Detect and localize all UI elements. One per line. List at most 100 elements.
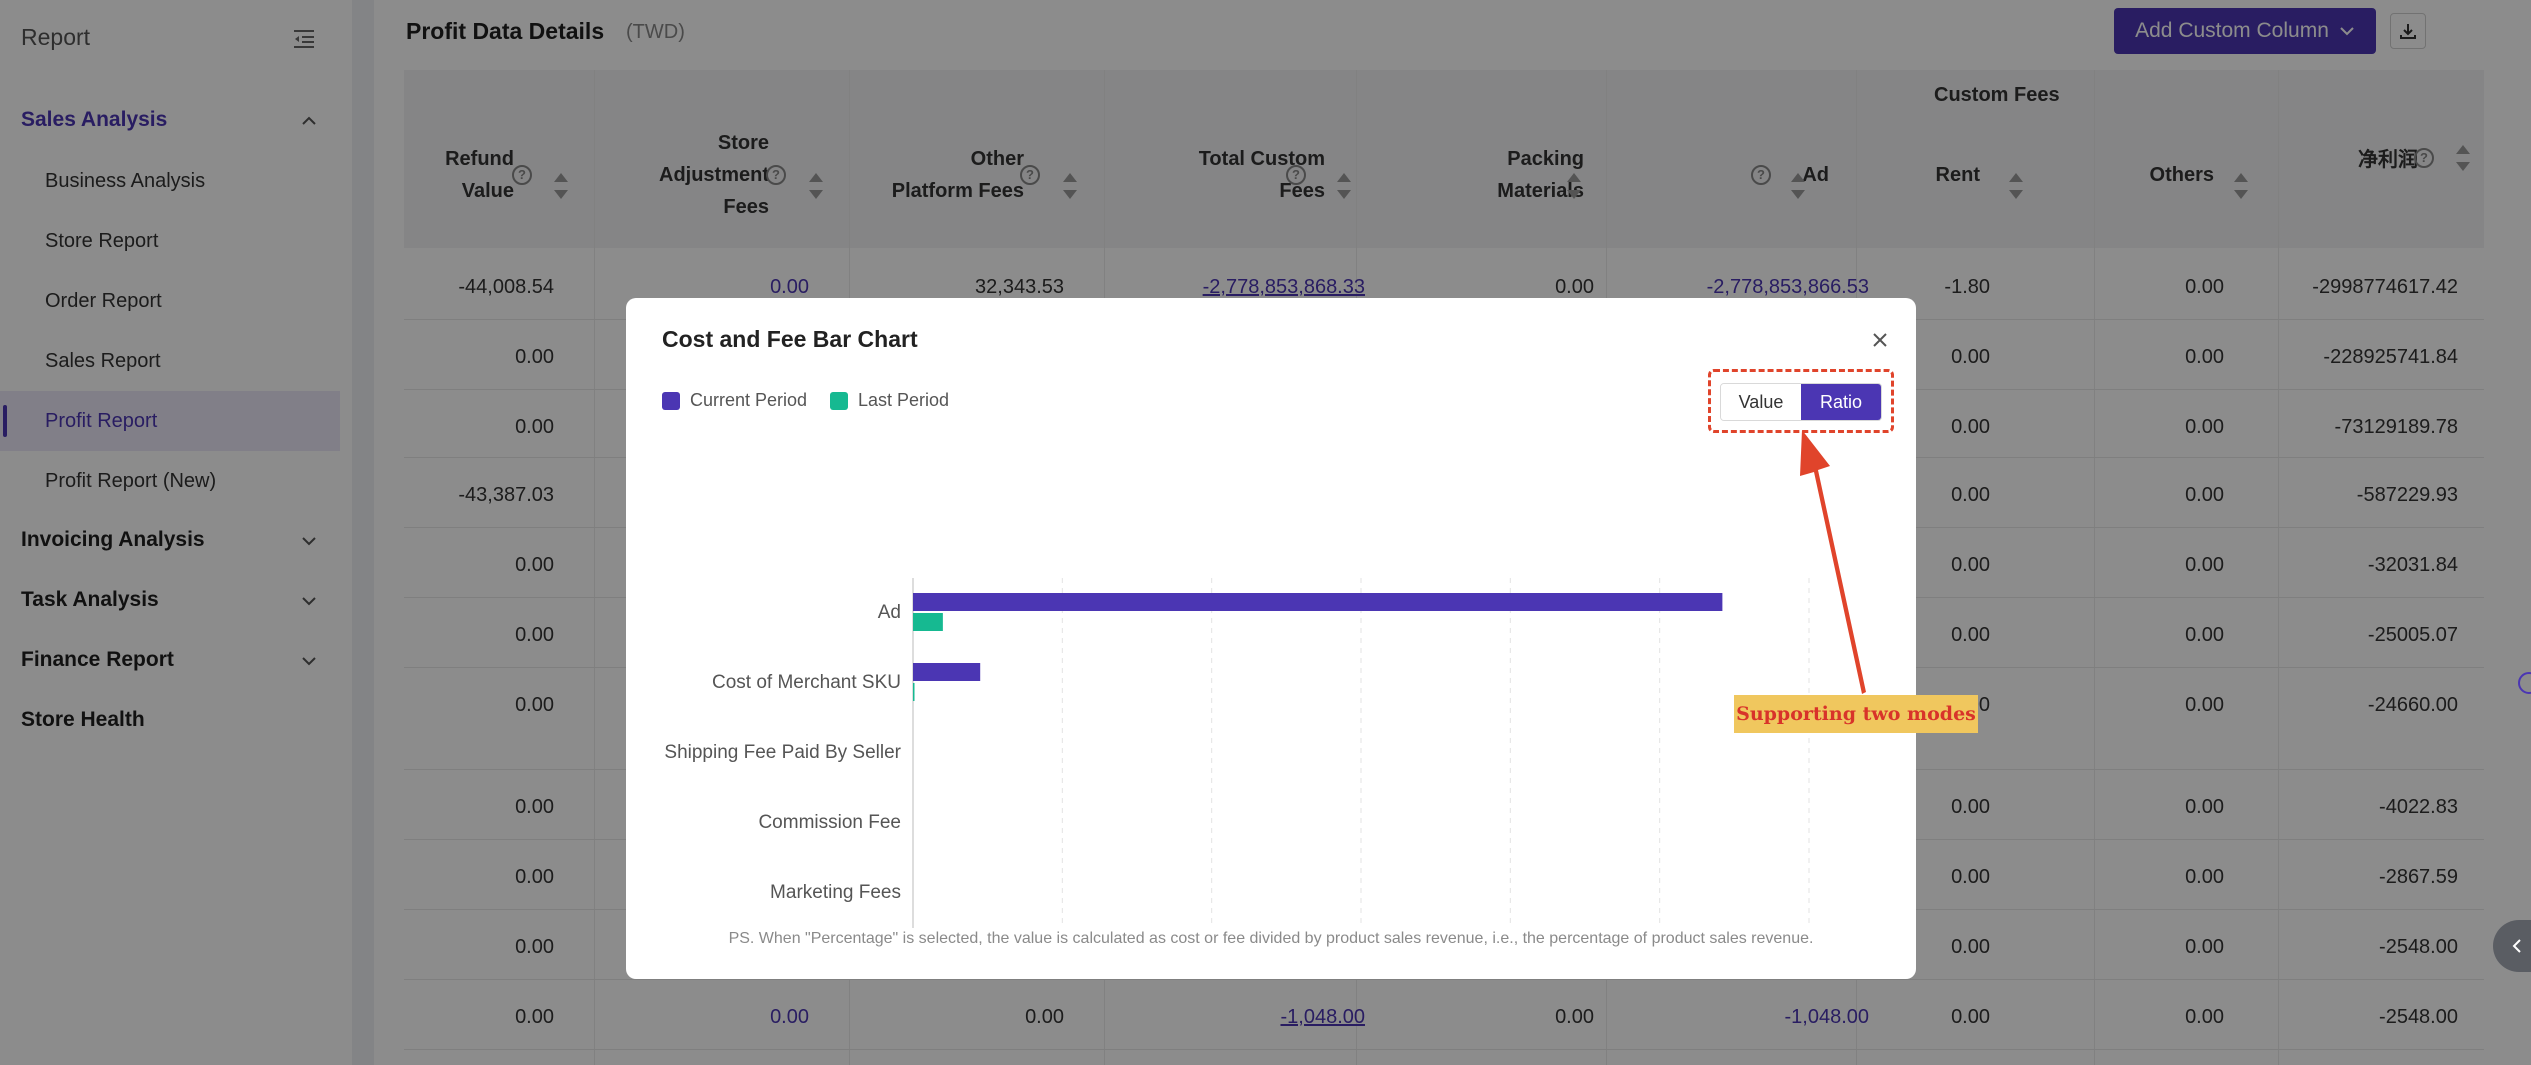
table-cell: -24660.00	[2367, 694, 2458, 716]
annotation-callout: Supporting two modes	[1734, 695, 1978, 733]
column-divider	[2094, 70, 2095, 1065]
sort-icon[interactable]	[2009, 173, 2023, 199]
collapse-menu-icon[interactable]	[292, 28, 316, 50]
table-cell: -25005.07	[2367, 624, 2458, 646]
sidebar-title: Report	[21, 24, 91, 50]
sidebar-item-profit-report-new[interactable]: Profit Report (New)	[45, 470, 217, 492]
add-custom-column-button[interactable]: Add Custom Column	[2114, 8, 2376, 54]
table-cell: 0.00	[2185, 796, 2224, 818]
table-cell[interactable]: 0.00	[770, 276, 809, 298]
sidebar-item-sales-report[interactable]: Sales Report	[45, 350, 161, 372]
table-cell[interactable]: -2,778,853,868.33	[1202, 276, 1365, 298]
legend-swatch-last	[830, 391, 848, 410]
chevron-down-icon[interactable]	[300, 592, 318, 610]
chevron-left-icon	[2512, 939, 2521, 953]
table-cell[interactable]: -1,048.00	[1784, 1006, 1869, 1028]
table-cell: -4022.83	[2379, 796, 2458, 818]
table-cell: -1.80	[1944, 276, 1990, 298]
table-cell[interactable]: 0.00	[770, 1006, 809, 1028]
sort-icon[interactable]	[1791, 173, 1805, 199]
table-cell: 0.00	[515, 416, 554, 438]
sidebar-group-task-analysis[interactable]: Task Analysis	[21, 588, 159, 611]
table-cell: 0.00	[1951, 554, 1990, 576]
sidebar-item-business-analysis[interactable]: Business Analysis	[45, 170, 206, 192]
sort-icon[interactable]	[554, 173, 568, 199]
help-icon[interactable]: ?	[1286, 165, 1306, 185]
table-cell: 0.00	[515, 866, 554, 888]
sidebar-group-invoicing-analysis[interactable]: Invoicing Analysis	[21, 528, 205, 551]
column-header-packing: Packing	[1507, 148, 1584, 170]
table-cell: 0.00	[2185, 484, 2224, 506]
sort-icon[interactable]	[1567, 173, 1581, 199]
bar-current-period	[913, 663, 981, 681]
table-cell: -2998774617.42	[2312, 276, 2458, 298]
custom-fees-group-header: Custom Fees	[1934, 84, 2060, 106]
table-cell: 0.00	[515, 624, 554, 646]
legend-last-period[interactable]: Last Period	[830, 390, 949, 411]
column-header-net-profit: 净利润	[2358, 149, 2418, 171]
sort-icon[interactable]	[2456, 145, 2470, 171]
annotation-highlight-box	[1708, 369, 1894, 433]
chevron-up-icon[interactable]	[300, 112, 318, 130]
table-cell: 0.00	[2185, 866, 2224, 888]
sidebar: Report Sales Analysis Business Analysis …	[0, 0, 352, 1065]
table-cell: 0.00	[2185, 554, 2224, 576]
table-cell: 0.00	[1951, 484, 1990, 506]
close-icon[interactable]	[1870, 330, 1890, 350]
ratio-mode-button[interactable]: Ratio	[1801, 384, 1881, 420]
table-cell: 0.00	[2185, 1006, 2224, 1028]
sidebar-group-finance-report[interactable]: Finance Report	[21, 648, 174, 671]
sidebar-group-sales-analysis[interactable]: Sales Analysis	[21, 108, 168, 131]
table-cell[interactable]: -1,048.00	[1280, 1006, 1365, 1028]
bar-last-period	[913, 683, 915, 701]
sort-icon[interactable]	[1337, 173, 1351, 199]
sidebar-item-order-report[interactable]: Order Report	[45, 290, 162, 312]
table-cell: -228925741.84	[2323, 346, 2458, 368]
table-cell[interactable]: -2,778,853,866.53	[1706, 276, 1869, 298]
table-cell: 0.00	[1555, 1006, 1594, 1028]
sidebar-item-store-report[interactable]: Store Report	[45, 230, 159, 252]
category-label: Commission Fee	[758, 812, 901, 833]
sort-icon[interactable]	[2234, 173, 2248, 199]
table-cell: 0.00	[2185, 276, 2224, 298]
modal-title: Cost and Fee Bar Chart	[662, 326, 918, 352]
column-header-store: Store	[717, 132, 769, 154]
side-panel-handle[interactable]	[2493, 920, 2531, 972]
value-mode-button[interactable]: Value	[1721, 384, 1801, 420]
column-header-others: Others	[2149, 164, 2214, 186]
column-header-store: Adjustment	[659, 164, 769, 186]
table-cell: 0.00	[515, 554, 554, 576]
chevron-down-icon[interactable]	[300, 532, 318, 550]
column-header-refund: Refund	[445, 148, 514, 170]
table-cell: 0.00	[515, 694, 554, 716]
table-cell: -32031.84	[2367, 554, 2458, 576]
legend-last-label: Last Period	[858, 390, 950, 410]
table-cell: 0.00	[2185, 416, 2224, 438]
help-icon[interactable]: ?	[1751, 165, 1771, 185]
help-icon[interactable]: ?	[512, 165, 532, 185]
table-cell: 0.00	[515, 346, 554, 368]
category-label: Marketing Fees	[770, 882, 901, 903]
chevron-down-icon[interactable]	[300, 652, 318, 670]
download-button[interactable]	[2390, 13, 2426, 49]
sidebar-item-profit-report[interactable]: Profit Report	[0, 391, 340, 451]
side-circle-icon[interactable]	[2518, 672, 2531, 694]
table-cell: -43,387.03	[458, 484, 554, 506]
sidebar-group-store-health[interactable]: Store Health	[21, 708, 145, 731]
help-icon[interactable]: ?	[766, 165, 786, 185]
legend-swatch-current	[662, 391, 680, 410]
sort-icon[interactable]	[809, 173, 823, 199]
table-cell: 0.00	[1951, 624, 1990, 646]
table-cell: -587229.93	[2356, 484, 2458, 506]
table-cell: 0.00	[1951, 1006, 1990, 1028]
help-icon[interactable]: ?	[1020, 165, 1040, 185]
help-icon[interactable]: ?	[2414, 148, 2434, 168]
add-custom-column-label: Add Custom Column	[2135, 19, 2329, 42]
table-cell: -44,008.54	[458, 276, 554, 298]
table-cell: 0.00	[1951, 866, 1990, 888]
category-label: Cost of Merchant SKU	[712, 672, 901, 693]
sort-icon[interactable]	[1063, 173, 1077, 199]
table-cell: 0.00	[2185, 624, 2224, 646]
table-cell: 0.00	[2185, 936, 2224, 958]
legend-current-period[interactable]: Current Period	[662, 390, 807, 411]
